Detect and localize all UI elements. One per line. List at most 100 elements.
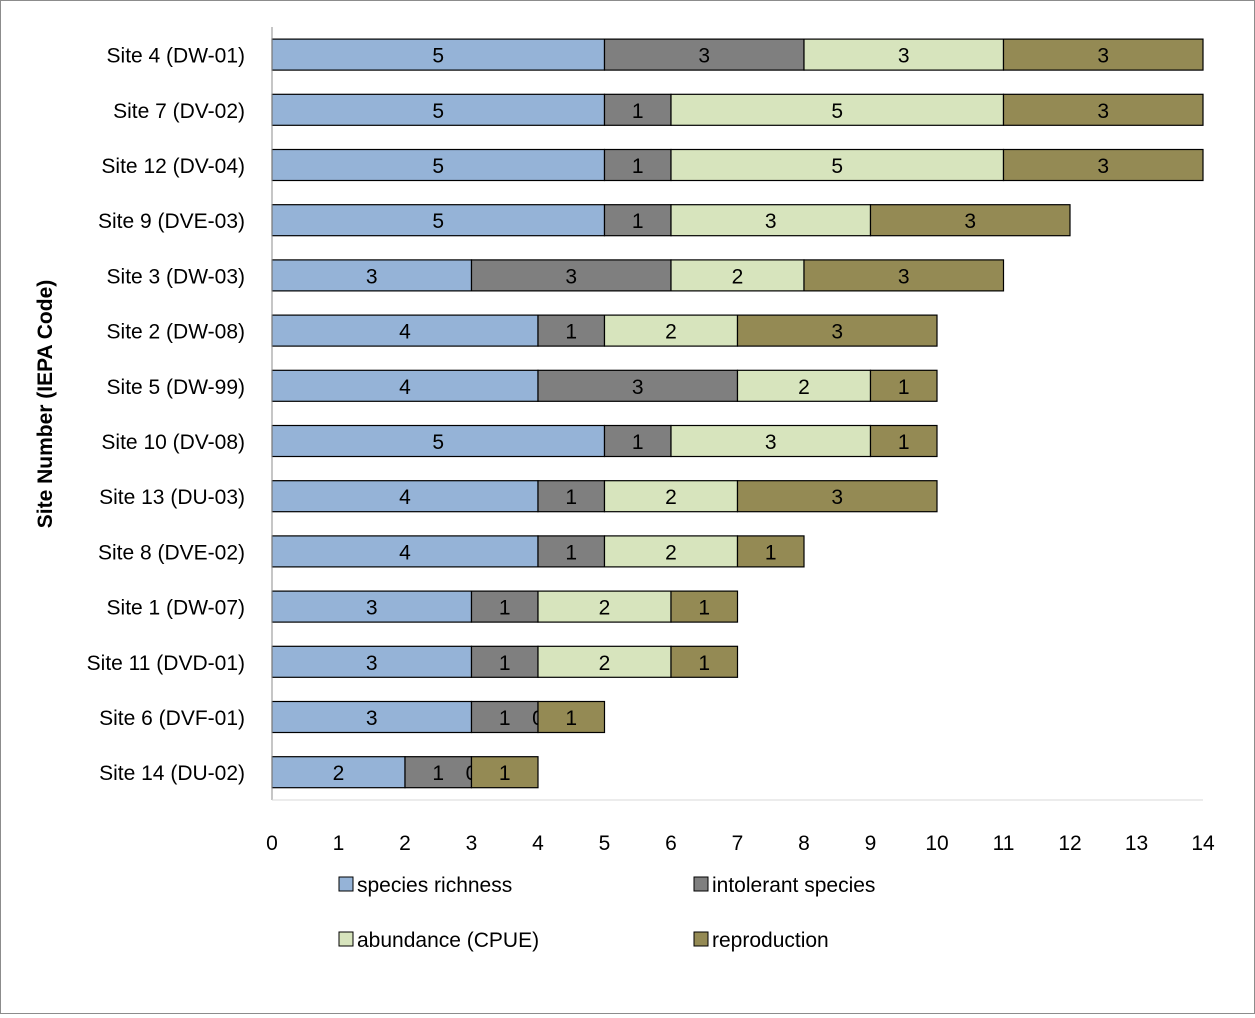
data-label: 2 xyxy=(665,486,677,509)
legend-swatch xyxy=(693,876,709,892)
x-tick-labels: 0 1 2 3 4 5 6 7 8 9 10 11 12 13 14 xyxy=(266,832,1215,855)
data-label: 2 xyxy=(732,265,744,288)
bar-segment xyxy=(537,590,672,623)
bar-segment xyxy=(736,369,872,402)
legend-swatch xyxy=(693,931,709,947)
category-label: Site 11 (DVD-01) xyxy=(87,652,245,675)
data-label: 5 xyxy=(432,100,444,123)
category-label: Site 7 (DV-02) xyxy=(113,100,245,123)
data-label: 3 xyxy=(765,431,777,454)
x-tick-label: 14 xyxy=(1191,832,1215,855)
legend-label: reproduction xyxy=(712,929,829,952)
data-label: 1 xyxy=(565,541,577,564)
bar-segment xyxy=(603,535,739,568)
bar-segment xyxy=(603,93,672,126)
bar-segment xyxy=(470,259,672,292)
category-label: Site 9 (DVE-03) xyxy=(98,210,245,233)
category-label: Site 4 (DW-01) xyxy=(107,45,245,68)
data-label: 4 xyxy=(399,486,411,509)
data-label: 3 xyxy=(366,597,378,620)
x-tick-label: 0 xyxy=(266,832,278,855)
bar-segment xyxy=(1002,148,1204,182)
data-label: 1 xyxy=(632,100,644,123)
data-label: 1 xyxy=(499,707,511,730)
data-label: 2 xyxy=(798,376,810,399)
data-label: 1 xyxy=(499,762,511,785)
category-labels: Site 4 (DW-01) Site 7 (DV-02) Site 12 (DV-… xyxy=(87,45,245,786)
category-label: Site 13 (DU-03) xyxy=(99,486,245,509)
data-label: 3 xyxy=(831,321,843,344)
data-label: 3 xyxy=(632,376,644,399)
bar-segment xyxy=(736,314,938,347)
data-label: 1 xyxy=(632,210,644,233)
bar-segment xyxy=(271,590,473,623)
legend-swatch xyxy=(338,931,354,947)
bar-segment xyxy=(470,645,539,678)
category-label: Site 2 (DW-08) xyxy=(107,321,245,344)
data-label: 4 xyxy=(399,321,411,344)
data-label: 1 xyxy=(898,431,910,454)
category-label: Site 12 (DV-04) xyxy=(101,155,245,178)
data-label: 3 xyxy=(698,45,710,68)
data-label: 5 xyxy=(432,210,444,233)
data-label: 2 xyxy=(333,762,345,785)
data-label: 3 xyxy=(898,45,910,68)
x-tick-label: 7 xyxy=(732,832,744,855)
x-tick-label: 10 xyxy=(925,832,948,855)
data-label: 1 xyxy=(432,762,444,785)
bar-segment xyxy=(470,700,539,734)
data-label: 1 xyxy=(765,541,777,564)
bar-segment xyxy=(271,204,606,237)
data-label: 2 xyxy=(665,321,677,344)
data-label: 5 xyxy=(432,431,444,454)
data-label: 3 xyxy=(1097,45,1109,68)
bars-layer: 5 3 3 3 5 1 5 3 5 1 5 3 5 1 3 3 3 3 2 3 4 1 2 3 4 3 2 1 5 1 3 1 4 1 2 3 4 1 2 1… xyxy=(271,38,1204,789)
data-label: 1 xyxy=(565,707,577,730)
bar-segment xyxy=(271,700,473,734)
data-label: 2 xyxy=(599,652,611,675)
data-label: 5 xyxy=(432,155,444,178)
data-label: 1 xyxy=(565,321,577,344)
legend-label: species richness xyxy=(357,874,512,897)
legend-label: abundance (CPUE) xyxy=(357,929,539,952)
bar-segment xyxy=(271,424,606,458)
data-label: 1 xyxy=(565,486,577,509)
data-label: 3 xyxy=(964,210,976,233)
data-label: 3 xyxy=(366,265,378,288)
bar-segment xyxy=(537,480,606,513)
bar-segment xyxy=(537,700,606,734)
x-tick-label: 5 xyxy=(599,832,611,855)
bar-segment xyxy=(271,314,539,347)
bar-segment xyxy=(869,369,938,402)
bar-segment xyxy=(271,38,606,71)
category-label: Site 6 (DVF-01) xyxy=(99,707,245,730)
bar-segment xyxy=(271,369,539,402)
bar-segment xyxy=(271,535,539,568)
bar-segment xyxy=(670,645,739,678)
x-tick-label: 6 xyxy=(665,832,677,855)
category-label: Site 14 (DU-02) xyxy=(99,762,245,785)
bar-segment xyxy=(603,148,672,182)
category-label: Site 5 (DW-99) xyxy=(107,376,245,399)
category-label: Site 10 (DV-08) xyxy=(101,431,245,454)
x-tick-label: 2 xyxy=(399,832,411,855)
bar-segment xyxy=(1002,38,1204,71)
data-label: 4 xyxy=(399,541,411,564)
data-label: 1 xyxy=(499,652,511,675)
data-label: 4 xyxy=(399,376,411,399)
x-tick-label: 4 xyxy=(532,832,544,855)
bar-segment xyxy=(470,590,539,623)
data-label: 2 xyxy=(665,541,677,564)
bar-segment xyxy=(670,93,1005,126)
bar-segment xyxy=(470,756,539,789)
data-label: 1 xyxy=(499,597,511,620)
data-label: 3 xyxy=(831,486,843,509)
data-label: 1 xyxy=(632,431,644,454)
data-label: 3 xyxy=(898,265,910,288)
bar-segment xyxy=(271,645,473,678)
bar-segment xyxy=(537,535,606,568)
bar-segment xyxy=(404,756,473,789)
x-tick-label: 13 xyxy=(1125,832,1148,855)
